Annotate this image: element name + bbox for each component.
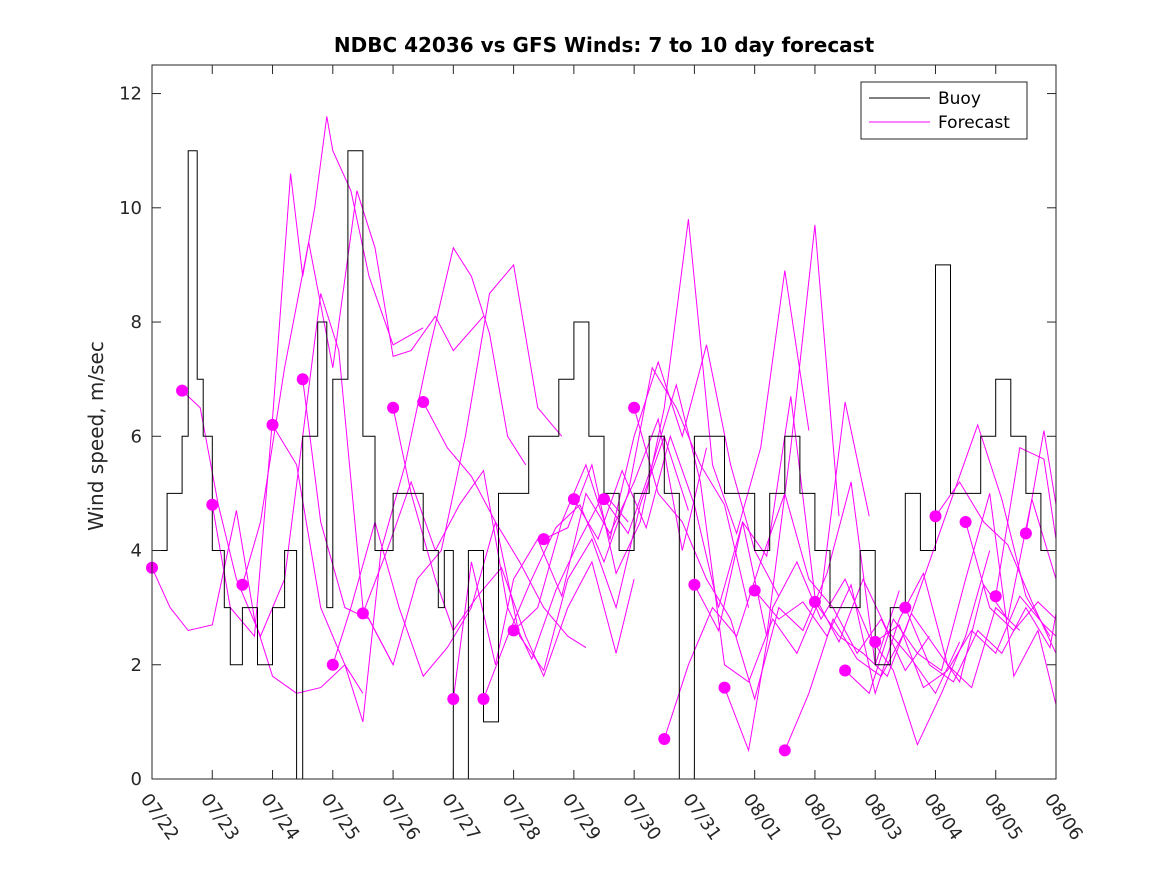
forecast-marker-26 bbox=[929, 510, 942, 523]
forecast-lines bbox=[151, 116, 1057, 753]
forecast-line-24 bbox=[874, 595, 1057, 689]
forecast-markers bbox=[146, 373, 1032, 757]
legend-box bbox=[860, 81, 1028, 140]
forecast-line-26 bbox=[935, 481, 1057, 654]
forecast-line-16 bbox=[633, 407, 900, 701]
forecast-marker-19 bbox=[718, 681, 731, 694]
forecast-line-22 bbox=[814, 498, 1057, 684]
plot-area-frame bbox=[151, 64, 1057, 780]
forecast-line-20 bbox=[754, 572, 1021, 696]
forecast-marker-25 bbox=[899, 601, 912, 614]
forecast-line-0 bbox=[151, 510, 364, 694]
forecast-marker-20 bbox=[748, 584, 761, 597]
forecast-line-8 bbox=[392, 407, 635, 678]
y-tick-label: 6 bbox=[131, 426, 142, 447]
forecast-marker-6 bbox=[326, 658, 339, 671]
forecast-marker-11 bbox=[477, 693, 490, 705]
forecast-marker-4 bbox=[266, 418, 279, 431]
forecast-marker-5 bbox=[296, 373, 309, 386]
forecast-line-17 bbox=[663, 491, 930, 740]
forecast-marker-23 bbox=[839, 664, 852, 677]
y-tick-label: 8 bbox=[131, 312, 142, 333]
forecast-line-29 bbox=[1025, 430, 1057, 534]
forecast-line-15 bbox=[603, 383, 870, 683]
forecast-line-5 bbox=[302, 263, 563, 667]
forecast-marker-24 bbox=[869, 635, 882, 648]
forecast-marker-8 bbox=[387, 401, 400, 414]
forecast-line-12 bbox=[513, 344, 780, 631]
forecast-marker-16 bbox=[628, 401, 641, 414]
forecast-marker-18 bbox=[688, 578, 701, 591]
y-tick-label: 4 bbox=[131, 541, 142, 562]
forecast-line-14 bbox=[573, 224, 840, 637]
forecast-line-13 bbox=[543, 219, 810, 575]
legend: Buoy Forecast bbox=[860, 81, 1028, 140]
forecast-marker-12 bbox=[507, 624, 520, 637]
forecast-marker-29 bbox=[1019, 527, 1032, 540]
forecast-marker-22 bbox=[808, 595, 821, 608]
forecast-marker-2 bbox=[206, 498, 219, 511]
y-tick-label: 12 bbox=[119, 84, 142, 105]
forecast-marker-7 bbox=[356, 607, 369, 620]
forecast-marker-14 bbox=[567, 493, 580, 506]
forecast-marker-1 bbox=[176, 384, 189, 397]
forecast-line-21 bbox=[784, 423, 1051, 751]
legend-forecast-label: Forecast bbox=[938, 113, 1010, 133]
y-axis-ticks: 0 2 4 6 8 10 12 bbox=[119, 84, 1056, 790]
forecast-line-2 bbox=[211, 116, 424, 638]
forecast-line-10 bbox=[452, 417, 707, 700]
forecast-marker-17 bbox=[658, 733, 671, 745]
y-tick-label: 2 bbox=[131, 655, 142, 676]
forecast-line-27 bbox=[965, 521, 1057, 632]
buoy-line bbox=[152, 150, 1057, 780]
forecast-marker-3 bbox=[236, 578, 249, 591]
forecast-marker-9 bbox=[417, 396, 430, 408]
forecast-marker-28 bbox=[989, 590, 1002, 603]
forecast-line-28 bbox=[995, 446, 1057, 597]
forecast-line-3 bbox=[241, 190, 484, 585]
y-axis-label: Wind speed, m/sec bbox=[84, 341, 108, 531]
chart-title: NDBC 42036 vs GFS Winds: 7 to 10 day for… bbox=[334, 33, 875, 57]
forecast-line-11 bbox=[483, 366, 750, 700]
forecast-marker-27 bbox=[959, 516, 972, 528]
buoy-series bbox=[152, 150, 1057, 780]
forecast-marker-13 bbox=[537, 533, 550, 546]
legend-buoy-label: Buoy bbox=[938, 89, 981, 109]
forecast-line-23 bbox=[844, 493, 1057, 705]
forecast-marker-10 bbox=[447, 693, 460, 705]
forecast-marker-15 bbox=[598, 493, 610, 506]
y-tick-label: 10 bbox=[119, 198, 142, 219]
forecast-line-25 bbox=[904, 606, 1057, 683]
forecast-marker-21 bbox=[778, 744, 791, 757]
y-tick-label: 0 bbox=[131, 769, 142, 790]
